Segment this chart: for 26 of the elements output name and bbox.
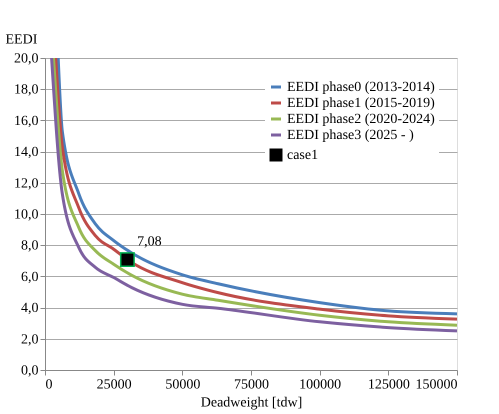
x-tick-label: 0 (46, 378, 52, 392)
y-tick-label: 0,0 (21, 364, 38, 378)
y-tick-label: 14,0 (14, 145, 38, 160)
x-tick-label: 150000 (416, 378, 458, 392)
y-tick-label: 12,0 (14, 176, 38, 192)
y-tick-label: 20,0 (14, 52, 38, 66)
legend-label: EEDI phase0 (2013-2014) (287, 80, 436, 95)
x-tick-label: 125000 (368, 378, 410, 392)
y-tick-label: 4,0 (21, 301, 38, 316)
legend-label: EEDI phase2 (2020-2024) (287, 112, 436, 127)
data-label: 7,08 (137, 234, 162, 250)
legend-label: EEDI phase1 (2015-2019) (287, 96, 436, 111)
y-tick-label: 10,0 (14, 208, 38, 222)
x-tick-label: 50000 (165, 378, 200, 392)
y-tick-label: 2,0 (21, 332, 38, 348)
y-tick-label: 6,0 (21, 270, 38, 285)
x-tick-label: 100000 (299, 378, 342, 392)
y-tick-label: 8,0 (21, 238, 38, 254)
x-axis-title: Deadweight [tdw] (200, 396, 302, 410)
y-tick-label: 18,0 (14, 82, 38, 98)
y-tick-label: 16,0 (14, 114, 38, 129)
legend-label: EEDI phase3 (2025 - ) (287, 128, 414, 143)
legend-label: case1 (287, 148, 318, 163)
x-tick-label: 25000 (96, 378, 132, 392)
y-axis-title: EEDI (6, 32, 38, 48)
x-tick-label: 75000 (234, 378, 269, 392)
